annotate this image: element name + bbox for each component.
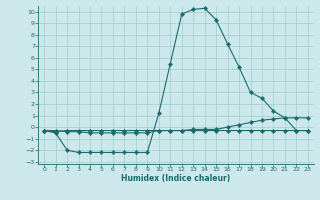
X-axis label: Humidex (Indice chaleur): Humidex (Indice chaleur) — [121, 174, 231, 183]
